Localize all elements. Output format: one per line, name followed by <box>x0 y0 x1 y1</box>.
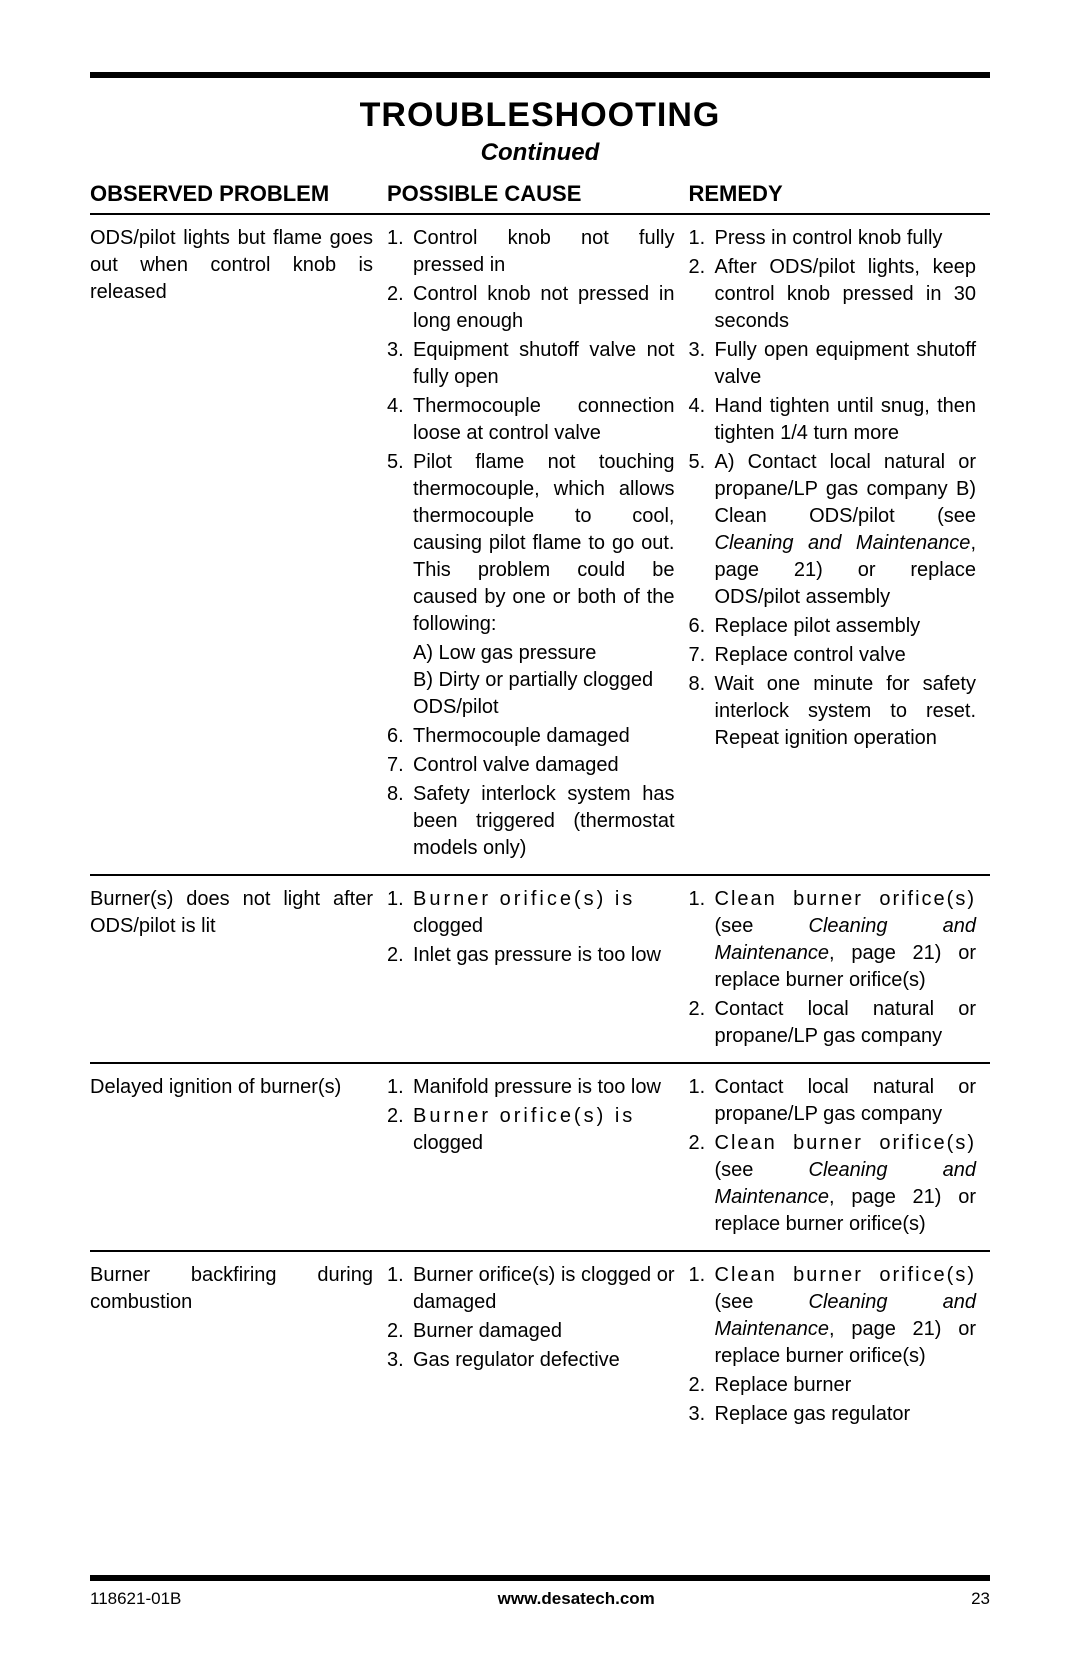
list-item: 2.After ODS/pilot lights, keep control k… <box>689 254 977 335</box>
list-item: 2.Replace burner <box>689 1372 977 1399</box>
list-item: 1.Control knob not fully pressed in <box>387 225 675 279</box>
list-item: 7.Replace control valve <box>689 642 977 669</box>
list-item: 7.Control valve damaged <box>387 752 675 779</box>
observed-problem: Burner backfiring during combustion <box>90 1251 387 1440</box>
list-item: 2.Burner damaged <box>387 1318 675 1345</box>
remedy: 1.Contact local natural or propane/LP ga… <box>689 1063 991 1251</box>
remedy: 1.Press in control knob fully2.After ODS… <box>689 214 991 875</box>
page-footer: 118621-01B www.desatech.com 23 <box>90 1575 990 1609</box>
list-item: 1.Clean burner orifice(s) (see Cleaning … <box>689 1262 977 1370</box>
list-item: 5.Pilot flame not touching thermocouple,… <box>387 449 675 721</box>
header-observed-problem: OBSERVED PROBLEM <box>90 177 387 214</box>
footer-rule <box>90 1575 990 1581</box>
possible-cause: 1.Manifold pressure is too low2.Burner o… <box>387 1063 689 1251</box>
possible-cause: 1.Burner orifice(s) is clogged or damage… <box>387 1251 689 1440</box>
list-item: 6.Thermocouple damaged <box>387 723 675 750</box>
footer-doc-id: 118621-01B <box>90 1589 181 1609</box>
list-item: 1.Contact local natural or propane/LP ga… <box>689 1074 977 1128</box>
header-possible-cause: POSSIBLE CAUSE <box>387 177 689 214</box>
top-rule <box>90 72 990 78</box>
table-row: Burner backfiring during combustion1.Bur… <box>90 1251 990 1440</box>
page-title: TROUBLESHOOTING <box>90 96 990 135</box>
list-item: 2.Control knob not pressed in long enoug… <box>387 281 675 335</box>
list-item: 2.Inlet gas pressure is too low <box>387 942 675 969</box>
list-item: 1.Manifold pressure is too low <box>387 1074 675 1101</box>
list-item: 3.Equipment shutoff valve not fully open <box>387 337 675 391</box>
list-item: 1.Burner orifice(s) is clogged or damage… <box>387 1262 675 1316</box>
list-item: 1.Press in control knob fully <box>689 225 977 252</box>
table-row: ODS/pilot lights but flame goes out when… <box>90 214 990 875</box>
footer-page-number: 23 <box>971 1589 990 1609</box>
troubleshooting-table: OBSERVED PROBLEM POSSIBLE CAUSE REMEDY O… <box>90 177 990 1440</box>
list-item: 2.Burner orifice(s) isclogged <box>387 1103 675 1157</box>
page: TROUBLESHOOTING Continued OBSERVED PROBL… <box>0 0 1080 1669</box>
list-item: 1.Clean burner orifice(s) (see Cleaning … <box>689 886 977 994</box>
header-remedy: REMEDY <box>689 177 991 214</box>
observed-problem: ODS/pilot lights but flame goes out when… <box>90 214 387 875</box>
list-item: 4.Hand tighten until snug, then tighten … <box>689 393 977 447</box>
list-item: 4.Thermocouple connection loose at contr… <box>387 393 675 447</box>
observed-problem: Burner(s) does not light after ODS/pilot… <box>90 875 387 1063</box>
list-item: 6.Replace pilot assembly <box>689 613 977 640</box>
list-item: 2.Contact local natural or propane/LP ga… <box>689 996 977 1050</box>
list-item: 2.Clean burner orifice(s) (see Cleaning … <box>689 1130 977 1238</box>
list-item: 3.Gas regulator defective <box>387 1347 675 1374</box>
continued-label: Continued <box>90 139 990 167</box>
footer-row: 118621-01B www.desatech.com 23 <box>90 1589 990 1609</box>
footer-url: www.desatech.com <box>498 1589 655 1609</box>
remedy: 1.Clean burner orifice(s) (see Cleaning … <box>689 1251 991 1440</box>
remedy: 1.Clean burner orifice(s) (see Cleaning … <box>689 875 991 1063</box>
list-item: 8.Wait one minute for safety interlock s… <box>689 671 977 752</box>
list-item: 8.Safety interlock system has been trigg… <box>387 781 675 862</box>
table-row: Burner(s) does not light after ODS/pilot… <box>90 875 990 1063</box>
list-item: 3.Replace gas regulator <box>689 1401 977 1428</box>
possible-cause: 1.Burner orifice(s) isclogged2.Inlet gas… <box>387 875 689 1063</box>
list-item: 3.Fully open equipment shutoff valve <box>689 337 977 391</box>
possible-cause: 1.Control knob not fully pressed in2.Con… <box>387 214 689 875</box>
table-row: Delayed ignition of burner(s)1.Manifold … <box>90 1063 990 1251</box>
list-item: 1.Burner orifice(s) isclogged <box>387 886 675 940</box>
table-header-row: OBSERVED PROBLEM POSSIBLE CAUSE REMEDY <box>90 177 990 214</box>
observed-problem: Delayed ignition of burner(s) <box>90 1063 387 1251</box>
list-item: 5.A) Contact local natural or propane/LP… <box>689 449 977 611</box>
